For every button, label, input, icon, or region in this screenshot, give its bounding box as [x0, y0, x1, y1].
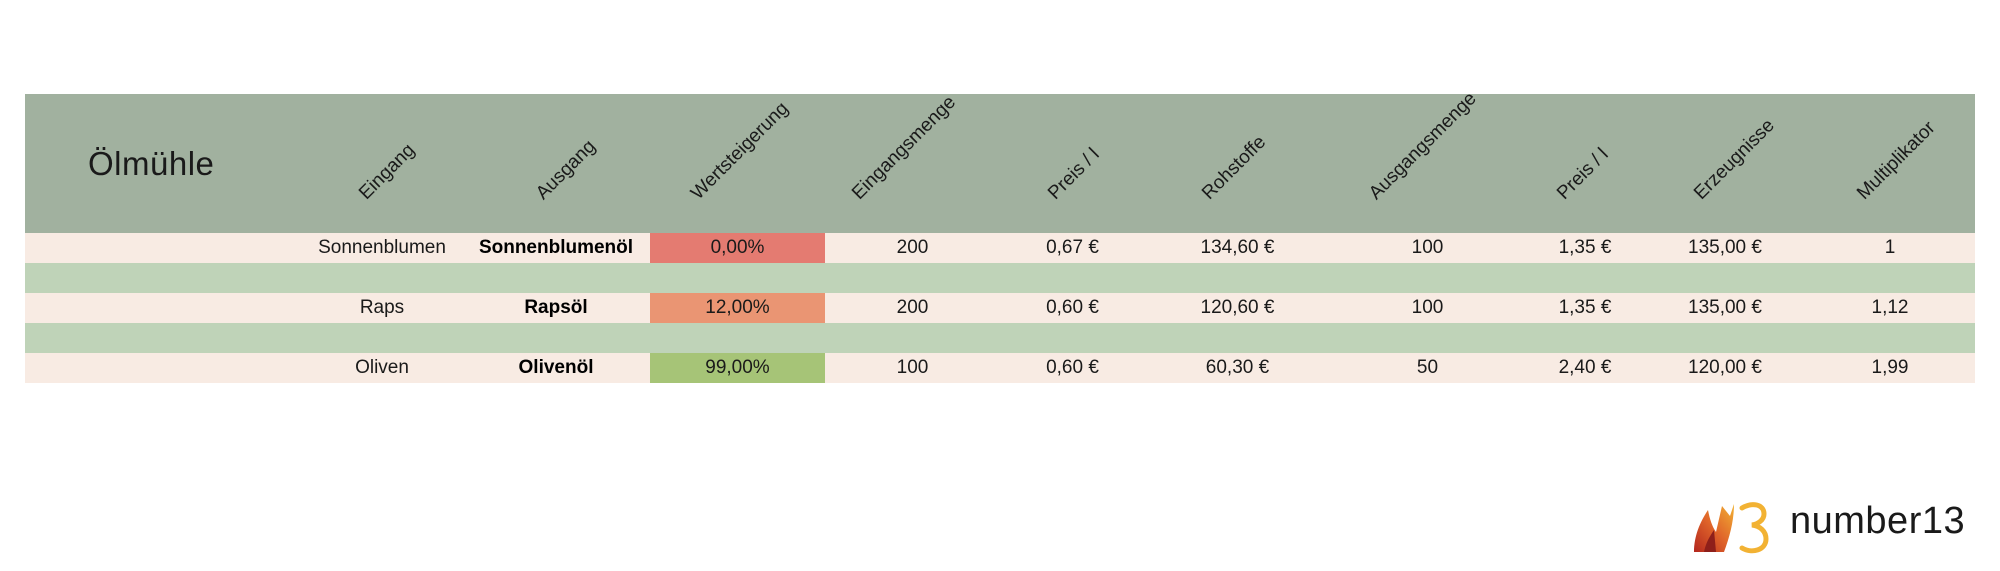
- row-divider: [25, 263, 1975, 293]
- column-header-erzeugnisse: Erzeugnisse: [1690, 115, 1779, 204]
- column-header-eingangsmenge: Eingangsmenge: [848, 91, 960, 204]
- cell-erzeugnisse: 135,00 €: [1688, 297, 1762, 318]
- n13-flame-logo-icon: [1694, 502, 1769, 554]
- table-row-raps: Raps Rapsöl 12,00% 200 0,60 € 120,60 € 1…: [25, 293, 1975, 323]
- logo-wordmark: number13: [1790, 500, 1966, 542]
- cell-multiplikator: 1,12: [1871, 297, 1909, 318]
- column-header-rohstoffe: Rohstoffe: [1198, 131, 1271, 204]
- cell-preis-ausgang: 1,35 €: [1558, 237, 1612, 258]
- cell-preis-eingang: 0,60 €: [1046, 297, 1099, 318]
- cell-ausgangsmenge: 100: [1411, 297, 1444, 318]
- cell-preis-eingang: 0,60 €: [1046, 357, 1099, 378]
- cell-rohstoffe: 120,60 €: [1200, 297, 1275, 318]
- column-header-ausgangsmenge: Ausgangsmenge: [1365, 88, 1481, 204]
- number13-logo: number13: [1690, 496, 1980, 556]
- cell-eingangsmenge: 200: [896, 237, 929, 258]
- cell-eingang: Oliven: [355, 357, 409, 378]
- column-header-wertsteigerung: Wertsteigerung: [687, 98, 793, 204]
- cell-wertsteigerung: 99,00%: [650, 353, 825, 383]
- table-row-sonnenblumen: Sonnenblumen Sonnenblumenöl 0,00% 200 0,…: [25, 233, 1975, 263]
- cell-preis-ausgang: 2,40 €: [1558, 357, 1612, 378]
- column-header-multiplikator: Multiplikator: [1853, 117, 1940, 204]
- cell-wertsteigerung: 0,00%: [650, 233, 825, 263]
- cell-ausgang: Rapsöl: [524, 297, 588, 318]
- sheet-title: Ölmühle: [88, 145, 215, 182]
- cell-wertsteigerung: 12,00%: [650, 293, 825, 323]
- column-header-preis-eingang: Preis / l: [1044, 144, 1104, 204]
- row-divider: [25, 323, 1975, 353]
- cell-eingang: Sonnenblumen: [318, 237, 446, 258]
- table-header: Ölmühle Eingang Ausgang Wertsteigerung E…: [25, 88, 1975, 233]
- cell-multiplikator: 1: [1884, 237, 1896, 258]
- cell-rohstoffe: 60,30 €: [1205, 357, 1270, 378]
- cell-multiplikator: 1,99: [1871, 357, 1909, 378]
- cell-ausgangsmenge: 50: [1416, 357, 1439, 378]
- cell-preis-eingang: 0,67 €: [1046, 237, 1099, 258]
- cell-ausgang: Sonnenblumenöl: [478, 237, 634, 258]
- cell-eingang: Raps: [359, 297, 405, 318]
- column-header-ausgang: Ausgang: [532, 135, 600, 204]
- column-header-preis-ausgang: Preis / l: [1553, 144, 1613, 204]
- cell-erzeugnisse: 135,00 €: [1688, 237, 1762, 258]
- cell-eingangsmenge: 200: [896, 297, 929, 318]
- cell-preis-ausgang: 1,35 €: [1558, 297, 1612, 318]
- column-header-eingang: Eingang: [355, 139, 420, 204]
- table-row-oliven: Oliven Olivenöl 99,00% 100 0,60 € 60,30 …: [25, 353, 1975, 383]
- cell-rohstoffe: 134,60 €: [1200, 237, 1275, 258]
- cell-eingangsmenge: 100: [896, 357, 929, 378]
- cell-erzeugnisse: 120,00 €: [1688, 357, 1762, 378]
- oelmuehle-table: Ölmühle Eingang Ausgang Wertsteigerung E…: [25, 88, 1975, 383]
- cell-ausgangsmenge: 100: [1411, 237, 1444, 258]
- cell-ausgang: Olivenöl: [518, 357, 594, 378]
